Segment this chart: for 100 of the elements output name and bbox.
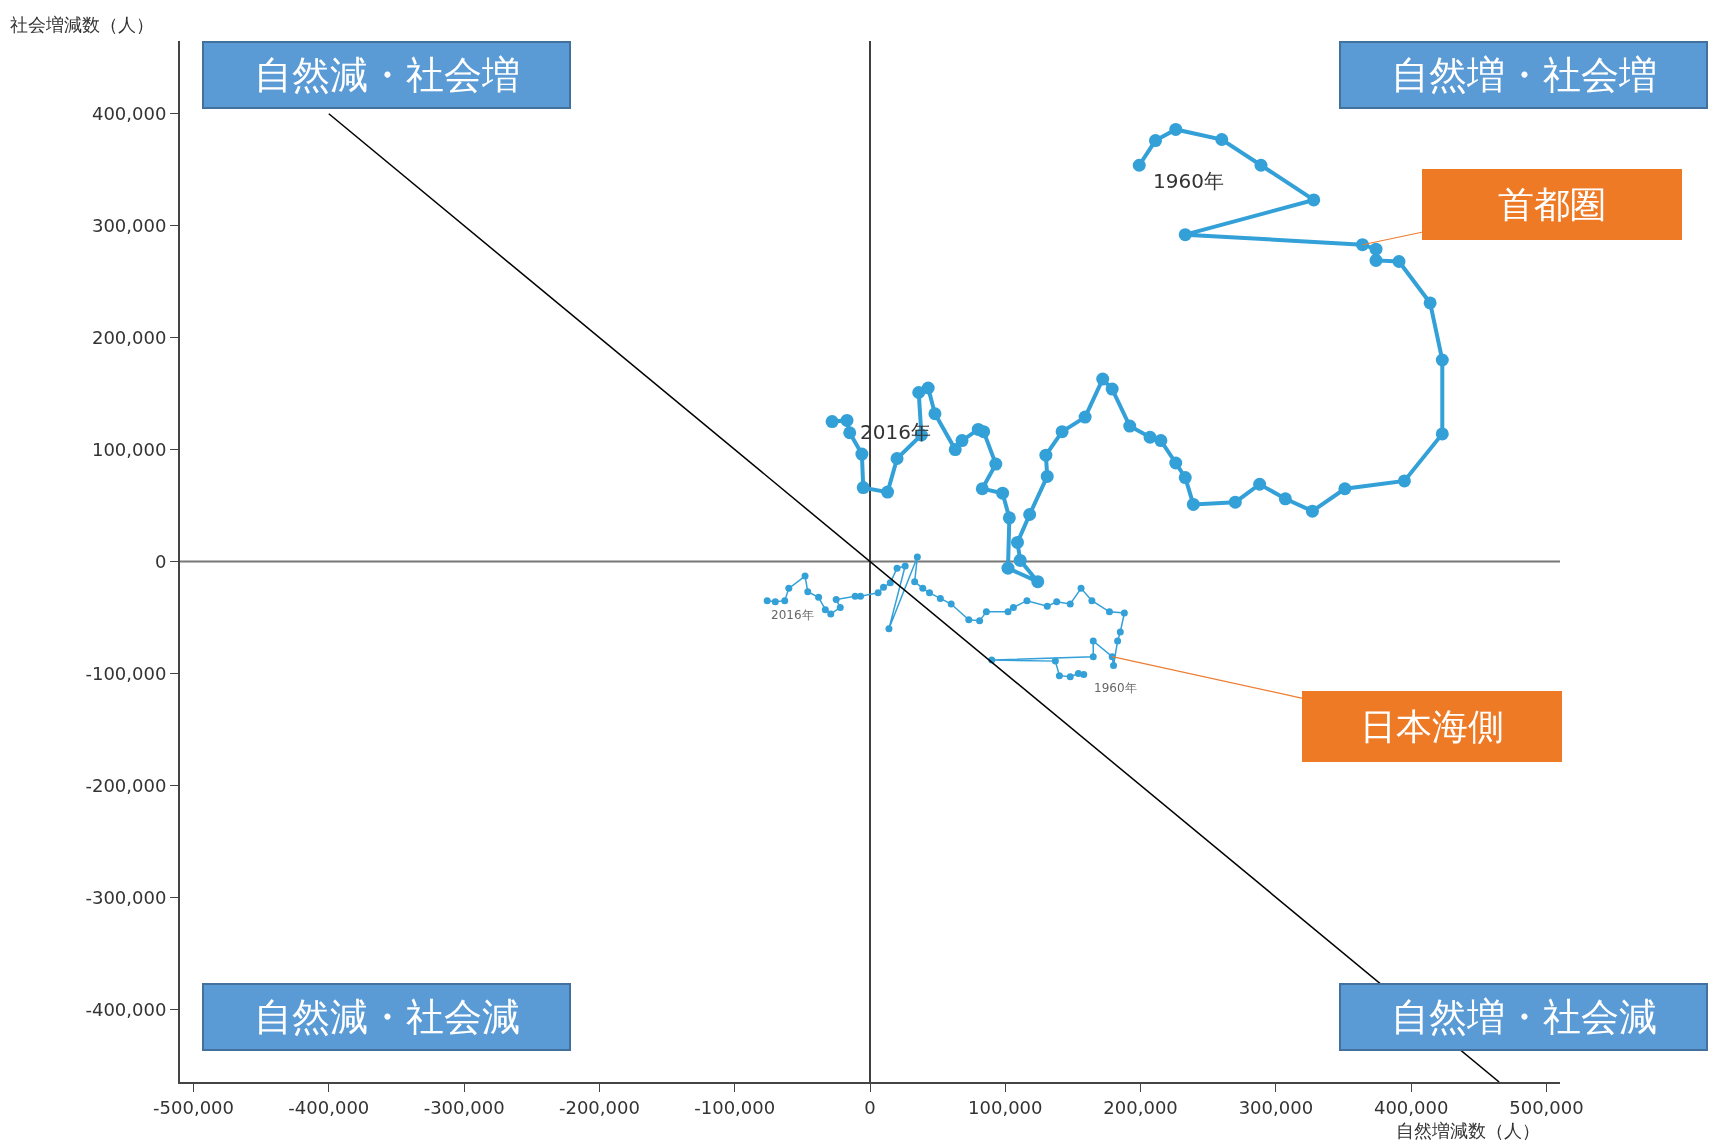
point bbox=[1120, 609, 1128, 617]
annotation: 自然減・社会減 bbox=[253, 995, 520, 1039]
point bbox=[1105, 382, 1119, 396]
point bbox=[1123, 419, 1137, 433]
point bbox=[1013, 553, 1027, 567]
point bbox=[1031, 575, 1045, 589]
point bbox=[1132, 158, 1146, 172]
point bbox=[1114, 637, 1122, 645]
point bbox=[880, 583, 888, 591]
point bbox=[1051, 657, 1059, 665]
point bbox=[855, 447, 869, 461]
point bbox=[1355, 238, 1369, 252]
point bbox=[1254, 158, 1268, 172]
point bbox=[1096, 372, 1110, 386]
x-tick-label: 200,000 bbox=[1103, 1096, 1178, 1118]
x-tick-label: 100,000 bbox=[968, 1096, 1043, 1118]
point bbox=[874, 589, 882, 597]
point bbox=[781, 597, 789, 605]
point bbox=[996, 486, 1010, 500]
point bbox=[1039, 448, 1053, 462]
y-tick-label: 300,000 bbox=[91, 214, 167, 236]
point bbox=[913, 553, 921, 561]
point bbox=[827, 610, 835, 618]
y-tick-label: 100,000 bbox=[91, 438, 167, 460]
x-tick-label: 500,000 bbox=[1509, 1096, 1584, 1118]
point bbox=[840, 413, 854, 427]
point bbox=[1010, 535, 1024, 549]
x-tick-label: -400,000 bbox=[288, 1096, 370, 1118]
point bbox=[1002, 511, 1016, 525]
point bbox=[836, 603, 844, 611]
point bbox=[936, 594, 944, 602]
point bbox=[1089, 637, 1097, 645]
y-tick-label: -200,000 bbox=[85, 774, 167, 796]
y-tick-label: 0 bbox=[154, 550, 167, 572]
point bbox=[1009, 603, 1017, 611]
x-tick-label: 0 bbox=[864, 1096, 876, 1118]
point bbox=[832, 596, 840, 604]
x-tick-label: -500,000 bbox=[153, 1096, 234, 1118]
point bbox=[1023, 597, 1031, 605]
point bbox=[1178, 228, 1192, 242]
point bbox=[1307, 193, 1321, 207]
point bbox=[1040, 469, 1054, 483]
point bbox=[881, 485, 895, 499]
point bbox=[1228, 495, 1242, 509]
y-tick-label: -300,000 bbox=[85, 886, 167, 908]
point bbox=[926, 589, 934, 597]
point bbox=[1023, 507, 1037, 521]
y-tick-label: -400,000 bbox=[85, 998, 167, 1020]
point bbox=[965, 616, 973, 624]
point bbox=[1397, 474, 1411, 488]
y-tick-label: -100,000 bbox=[85, 662, 167, 684]
point bbox=[1055, 672, 1063, 680]
point bbox=[890, 452, 904, 466]
point bbox=[1053, 598, 1061, 606]
point bbox=[1305, 504, 1319, 518]
annotation: 自然増・社会増 bbox=[1390, 53, 1657, 97]
point bbox=[1043, 602, 1051, 610]
x-tick-label: -200,000 bbox=[558, 1096, 640, 1118]
point bbox=[1186, 497, 1200, 511]
point bbox=[975, 482, 989, 496]
point bbox=[763, 597, 771, 605]
point bbox=[912, 385, 926, 399]
annotation: 自然減・社会増 bbox=[253, 53, 520, 97]
point bbox=[1392, 255, 1406, 268]
point bbox=[948, 443, 962, 457]
point bbox=[1077, 584, 1085, 592]
point bbox=[1253, 477, 1267, 491]
point bbox=[1105, 608, 1113, 616]
x-tick-label: 300,000 bbox=[1238, 1096, 1314, 1118]
point bbox=[955, 434, 969, 448]
point bbox=[815, 593, 823, 601]
point bbox=[885, 625, 893, 633]
point bbox=[851, 592, 859, 600]
point bbox=[825, 415, 839, 429]
annotation: 2016年 bbox=[771, 608, 814, 622]
point bbox=[1116, 628, 1124, 636]
point bbox=[856, 481, 870, 495]
point bbox=[1178, 471, 1192, 485]
point bbox=[911, 578, 919, 586]
point bbox=[982, 608, 990, 616]
point bbox=[971, 422, 985, 436]
point bbox=[919, 584, 927, 592]
point bbox=[1004, 608, 1012, 616]
point bbox=[1088, 597, 1096, 605]
point bbox=[928, 407, 942, 421]
point bbox=[801, 572, 809, 580]
point bbox=[1066, 673, 1074, 681]
x-tick-label: 400,000 bbox=[1373, 1096, 1449, 1118]
point bbox=[1423, 296, 1437, 310]
point bbox=[821, 606, 829, 614]
x-tick-label: -100,000 bbox=[694, 1096, 776, 1118]
x-tick-label: -300,000 bbox=[423, 1096, 505, 1118]
point bbox=[886, 579, 894, 587]
annotation: 1960年 bbox=[1094, 681, 1137, 695]
point bbox=[1338, 482, 1352, 496]
point bbox=[1001, 561, 1015, 575]
point bbox=[1278, 492, 1292, 506]
point bbox=[1074, 669, 1082, 677]
point bbox=[771, 598, 779, 606]
point bbox=[989, 457, 1003, 471]
